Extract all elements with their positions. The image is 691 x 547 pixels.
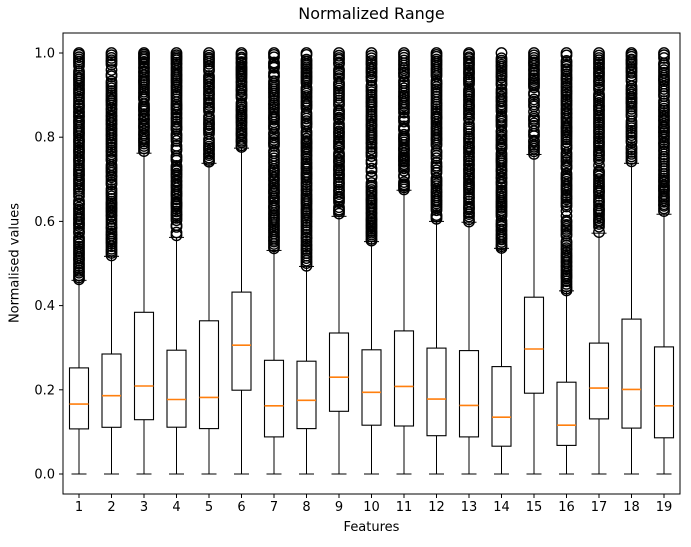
iqr-box: [621, 318, 642, 429]
box-feature-15: [523, 47, 545, 475]
x-tick-label: 18: [623, 500, 640, 515]
box-feature-3: [133, 47, 155, 475]
outlier-column: [333, 47, 345, 220]
y-tick-label: 0.8: [34, 131, 55, 146]
iqr-box: [491, 366, 512, 447]
box-feature-5: [198, 47, 220, 475]
iqr-box: [68, 367, 90, 430]
y-tick-label: 0.0: [34, 468, 55, 483]
iqr-box: [426, 347, 447, 437]
iqr-box: [166, 349, 187, 428]
outlier-column: [203, 47, 215, 168]
iqr-box: [393, 330, 415, 427]
outlier-column: [268, 47, 280, 255]
outlier-column: [495, 47, 508, 254]
box-feature-10: [361, 47, 382, 475]
outlier-column: [170, 47, 183, 242]
iqr-box: [328, 332, 350, 412]
chart-title: Normalized Range: [298, 4, 445, 23]
box-feature-2: [101, 47, 122, 475]
iqr-box: [101, 353, 122, 428]
x-tick-label: 6: [237, 500, 245, 515]
iqr-box: [198, 320, 220, 430]
box-feature-18: [621, 47, 642, 475]
iqr-box: [588, 342, 610, 420]
iqr-box: [523, 296, 545, 394]
x-tick-label: 3: [140, 500, 148, 515]
iqr-box: [458, 350, 480, 438]
x-tick-label: 11: [396, 500, 413, 515]
x-tick-label: 17: [591, 500, 608, 515]
x-tick-label: 14: [493, 500, 510, 515]
iqr-box: [263, 359, 285, 438]
box-feature-1: [68, 47, 90, 475]
box-feature-13: [458, 47, 480, 475]
y-tick-label: 0.6: [34, 215, 55, 230]
x-tick-label: 1: [75, 500, 83, 515]
outlier-column: [73, 47, 85, 286]
x-tick-label: 10: [363, 500, 380, 515]
y-tick-label: 1.0: [34, 47, 55, 62]
x-tick-label: 7: [270, 500, 278, 515]
x-tick-label: 12: [428, 500, 445, 515]
box-feature-6: [231, 47, 252, 475]
x-tick-label: 9: [335, 500, 343, 515]
iqr-box: [556, 381, 577, 446]
outlier-column: [625, 47, 638, 168]
outlier-column: [398, 47, 410, 196]
x-tick-label: 13: [461, 500, 478, 515]
x-tick-label: 5: [205, 500, 213, 515]
outlier-column: [560, 47, 573, 297]
y-axis-ticks: 0.0 0.2 0.4 0.6 0.8 1.0: [34, 47, 63, 483]
x-axis-ticks: 1 2 3 4 5 6 7 8 9 10 11 12 13 14 15 16 17 18 19: [75, 494, 672, 515]
outlier-column: [463, 47, 475, 228]
iqr-box: [296, 360, 317, 430]
outlier-column: [105, 47, 118, 262]
iqr-box: [231, 291, 252, 391]
outlier-column: [528, 47, 540, 160]
iqr-box: [133, 311, 155, 421]
box-feature-14: [491, 47, 512, 475]
box-feature-9: [328, 47, 350, 475]
outlier-column: [593, 47, 605, 239]
box-feature-4: [166, 47, 187, 475]
outlier-column: [235, 47, 248, 153]
box-feature-17: [588, 47, 610, 475]
iqr-box: [653, 346, 675, 439]
outlier-column: [138, 47, 150, 158]
x-tick-label: 19: [656, 500, 673, 515]
outlier-column: [658, 47, 670, 218]
box-feature-16: [556, 47, 577, 475]
x-axis-label: Features: [343, 520, 400, 535]
iqr-box: [361, 349, 382, 426]
x-tick-label: 16: [558, 500, 575, 515]
x-tick-label: 8: [302, 500, 310, 515]
box-feature-8: [296, 47, 317, 475]
box-feature-7: [263, 47, 285, 475]
y-tick-label: 0.4: [34, 299, 55, 314]
outlier-column: [430, 47, 443, 225]
outlier-column: [300, 47, 313, 272]
x-tick-label: 15: [526, 500, 543, 515]
box-feature-11: [393, 47, 415, 475]
x-tick-label: 2: [107, 500, 115, 515]
outlier-column: [365, 47, 378, 247]
y-tick-label: 0.2: [34, 383, 55, 398]
x-tick-label: 4: [172, 500, 180, 515]
box-feature-12: [426, 47, 447, 475]
box-feature-19: [653, 47, 675, 475]
